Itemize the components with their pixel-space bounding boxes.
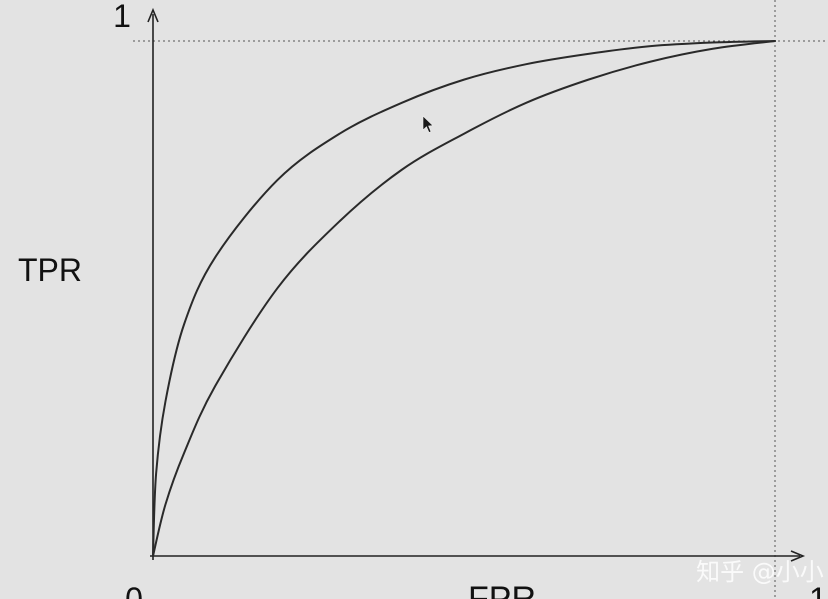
series-layer	[152, 40, 776, 557]
x-tick-label-0: 0	[125, 581, 143, 599]
roc-curve-1	[152, 40, 776, 557]
roc-curve-2	[152, 40, 776, 557]
reference-lines	[133, 0, 828, 599]
x-tick-label-1: 1	[809, 581, 827, 599]
mouse-pointer-icon	[422, 115, 434, 133]
y-tick-label-1: 1	[113, 0, 131, 34]
watermark: 知乎 @小小	[696, 558, 824, 586]
y-axis-label: TPR	[18, 252, 82, 288]
y-axis-arrow-icon	[147, 7, 159, 23]
axes	[147, 7, 806, 562]
x-axis-arrow-icon	[790, 550, 806, 562]
labels: TPR FPR 0 1 1 知乎 @小小	[18, 0, 827, 599]
x-axis-label: FPR	[468, 580, 536, 599]
